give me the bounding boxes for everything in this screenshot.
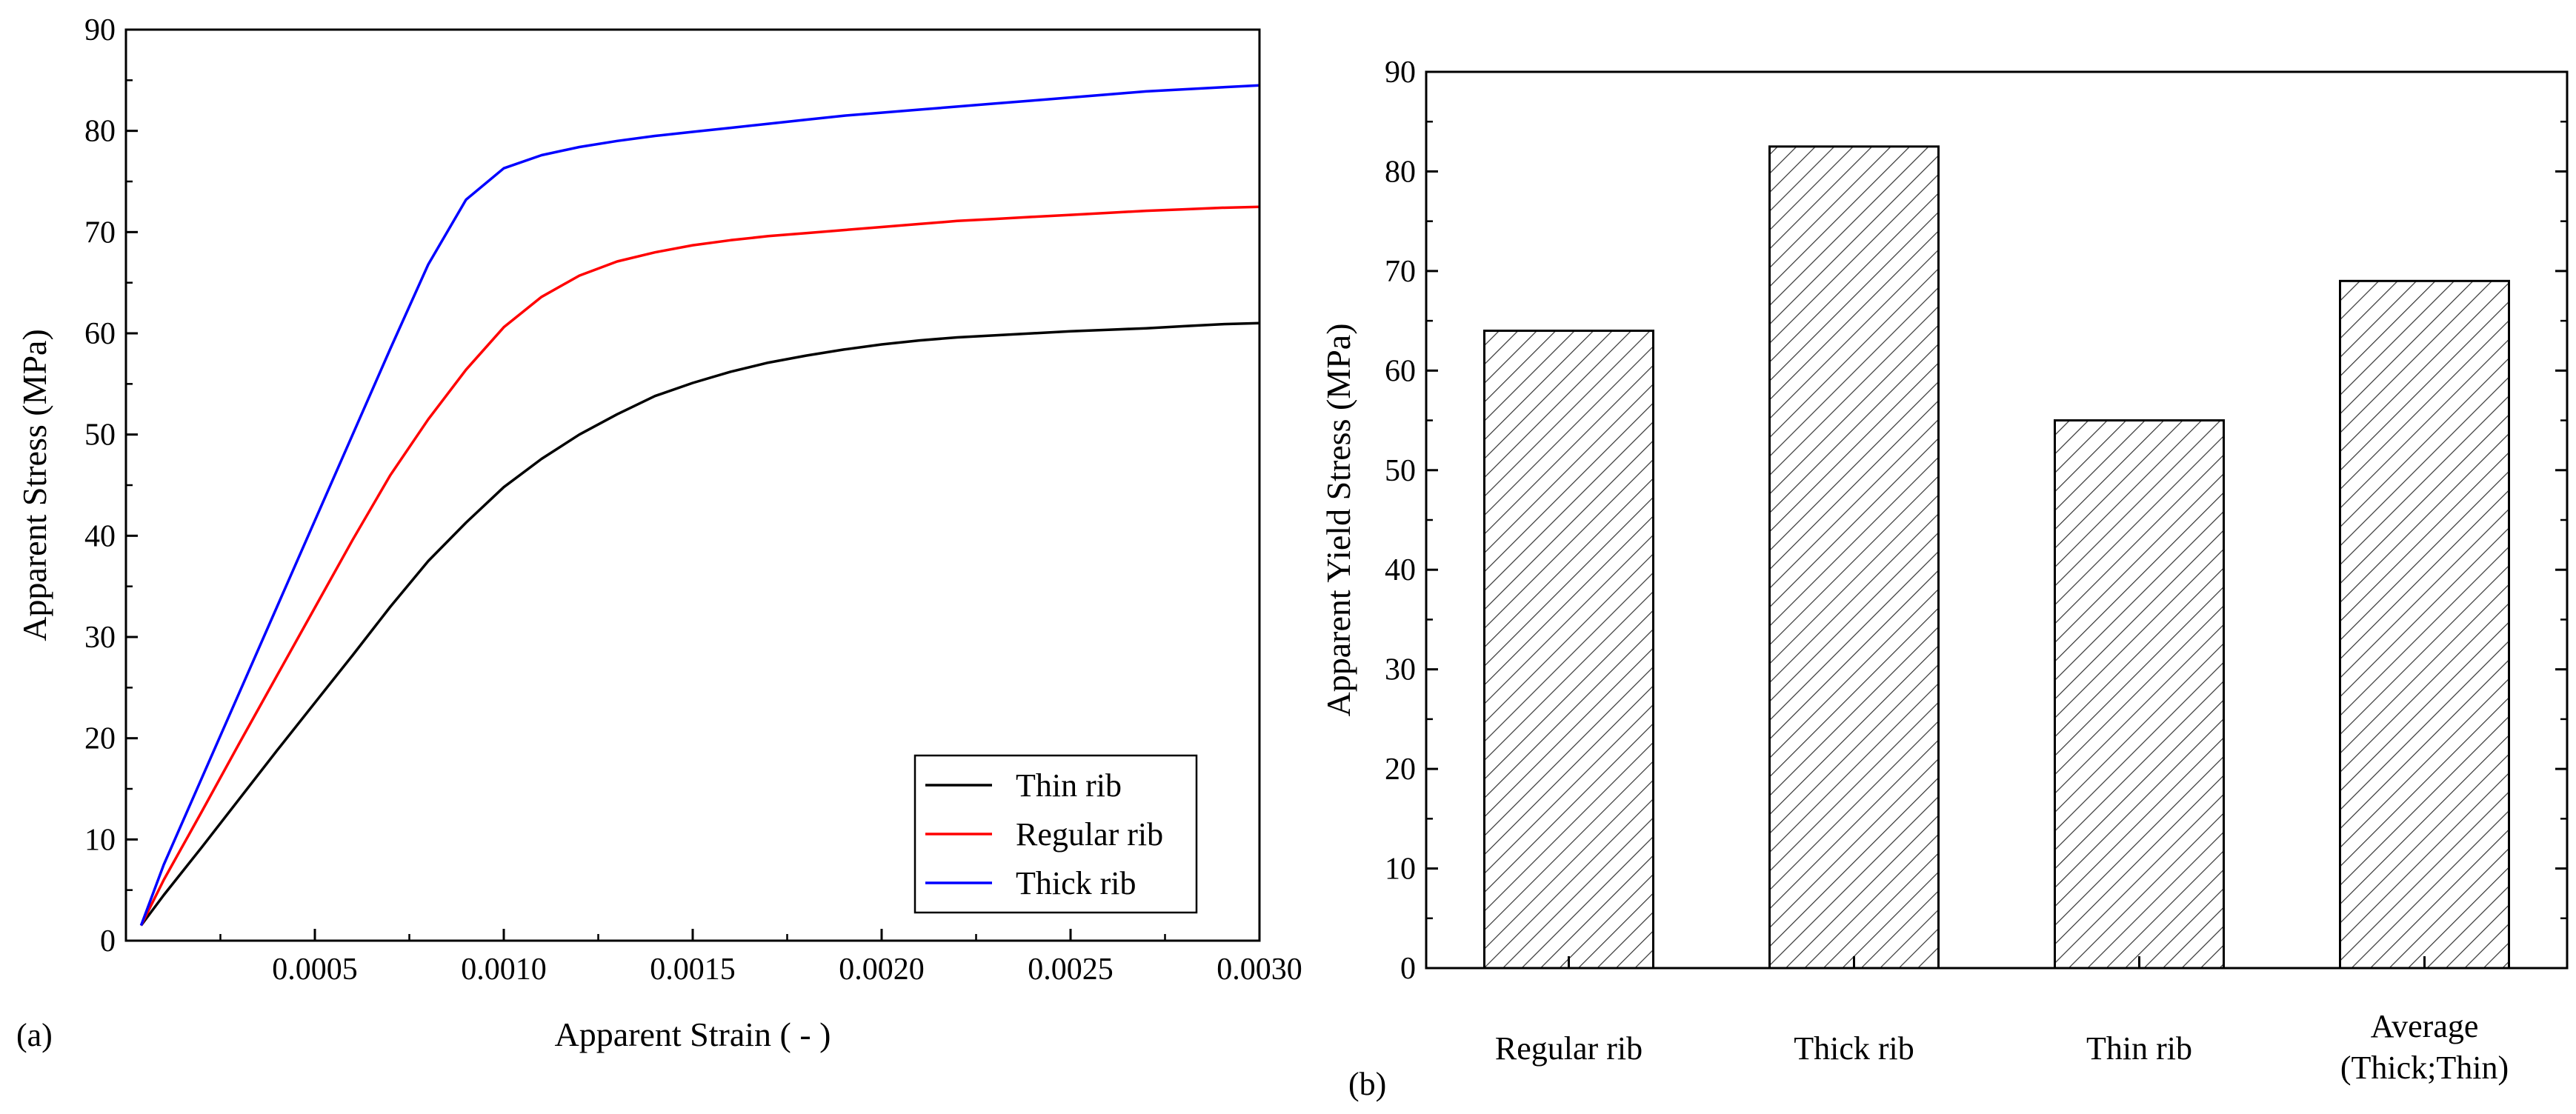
y-tick-label: 40 bbox=[1385, 553, 1416, 587]
x-tick-label: 0.0030 bbox=[1217, 953, 1302, 987]
series-line-regular-rib bbox=[139, 205, 1260, 927]
y-tick-label: 80 bbox=[84, 115, 116, 149]
line-chart-tick-labels: 0 10 20 30 40 50 60 70 80 90 0.0005 0.0010 0.0015 0.0… bbox=[84, 13, 1302, 987]
category-label: Average bbox=[2371, 1008, 2479, 1044]
line-chart-plot-frame bbox=[124, 28, 1261, 942]
y-tick-label: 30 bbox=[84, 621, 116, 655]
y-tick-label: 20 bbox=[84, 722, 116, 756]
x-tick-label: 0.0015 bbox=[650, 953, 736, 987]
x-tick-label: 0.0025 bbox=[1028, 953, 1114, 987]
legend-label: Thin rib bbox=[1016, 767, 1122, 804]
y-tick-label: 90 bbox=[84, 13, 116, 47]
bar-chart-category-labels: Regular rib Thick rib Thin rib Average (Thic… bbox=[1495, 1008, 2509, 1086]
panel-label-a: (a) bbox=[16, 1017, 53, 1053]
category-label: Thin rib bbox=[2086, 1030, 2192, 1067]
line-chart-legend: Thin rib Regular rib Thick rib bbox=[913, 754, 1198, 914]
y-tick-label: 70 bbox=[84, 216, 116, 250]
bar-chart-bars-group bbox=[1483, 145, 2510, 970]
line-chart-y-axis-title: Apparent Stress (MPa) bbox=[16, 329, 53, 641]
bar-average bbox=[2339, 279, 2510, 970]
panel-label-b: (b) bbox=[1348, 1066, 1386, 1102]
y-tick-label: 70 bbox=[1385, 255, 1416, 289]
y-tick-label: 30 bbox=[1385, 653, 1416, 687]
series-line-thick-rib bbox=[139, 84, 1260, 927]
y-tick-label: 10 bbox=[1385, 853, 1416, 887]
y-tick-label: 90 bbox=[1385, 56, 1416, 90]
bar-thin-rib bbox=[2054, 419, 2225, 970]
y-tick-label: 40 bbox=[84, 519, 116, 553]
bar-chart-panel: 0 10 20 30 40 50 60 70 80 90 Regular rib Thick rib… bbox=[1319, 56, 2569, 1102]
y-tick-label: 80 bbox=[1385, 155, 1416, 189]
x-tick-label: 0.0020 bbox=[839, 953, 925, 987]
bar-chart-ticks bbox=[1426, 70, 2567, 970]
series-line-thin-rib bbox=[139, 321, 1260, 927]
y-tick-label: 60 bbox=[84, 317, 116, 351]
line-chart-panel: 0 10 20 30 40 50 60 70 80 90 0.0005 0.0010 0.0015 0.0… bbox=[16, 13, 1302, 1053]
y-tick-label: 20 bbox=[1385, 753, 1416, 787]
bar-thick-rib bbox=[1768, 145, 1940, 970]
x-tick-label: 0.0010 bbox=[461, 953, 547, 987]
legend-label: Thick rib bbox=[1016, 865, 1136, 901]
y-tick-label: 50 bbox=[84, 418, 116, 453]
category-label: Regular rib bbox=[1495, 1030, 1643, 1067]
category-label: Thick rib bbox=[1794, 1030, 1914, 1067]
y-tick-label: 10 bbox=[84, 823, 116, 857]
x-tick-label: 0.0005 bbox=[272, 953, 358, 987]
category-label: (Thick;Thin) bbox=[2340, 1050, 2509, 1086]
bar-chart-y-axis-title: Apparent Yield Stress (MPa) bbox=[1319, 323, 1357, 716]
bar-regular-rib bbox=[1483, 330, 1654, 970]
y-tick-label: 0 bbox=[1400, 952, 1416, 986]
legend-label: Regular rib bbox=[1016, 816, 1163, 853]
y-tick-label: 0 bbox=[100, 924, 116, 958]
line-chart-series-group bbox=[139, 84, 1260, 927]
y-tick-label: 60 bbox=[1385, 354, 1416, 388]
line-chart-x-axis-title: Apparent Strain ( - ) bbox=[555, 1015, 831, 1053]
y-tick-label: 50 bbox=[1385, 454, 1416, 488]
bar-chart-tick-labels: 0 10 20 30 40 50 60 70 80 90 bbox=[1385, 56, 1416, 986]
